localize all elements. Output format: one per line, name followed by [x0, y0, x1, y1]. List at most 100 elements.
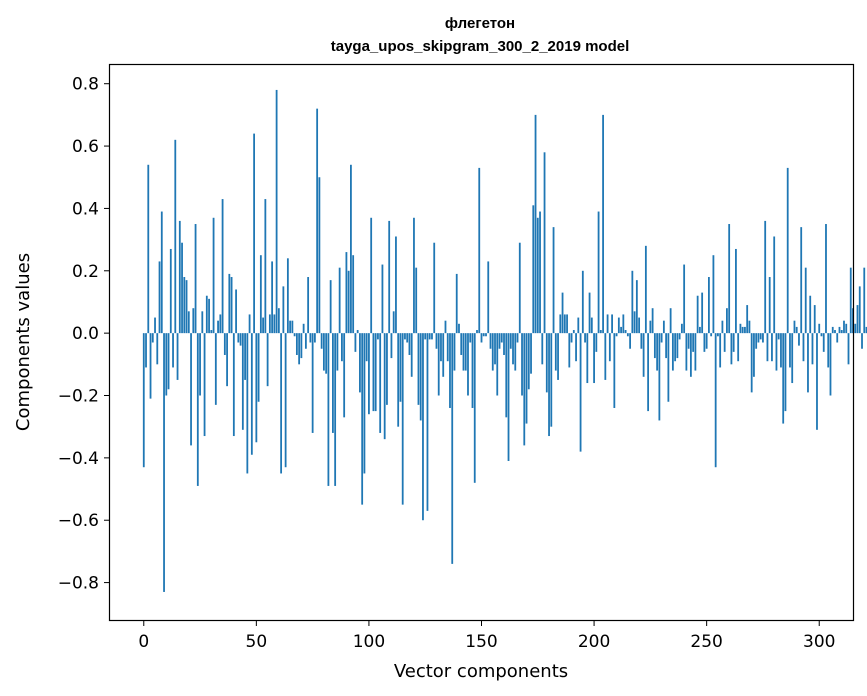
bar-243 [689, 333, 692, 377]
bar-4 [151, 333, 154, 343]
bar-45 [244, 333, 246, 380]
bar-142 [462, 333, 465, 371]
bar-259 [726, 308, 728, 334]
bar-320 [863, 267, 866, 334]
bar-75 [311, 333, 314, 433]
bar-175 [536, 217, 539, 334]
bar-144 [467, 333, 469, 396]
bar-122 [417, 333, 420, 405]
bar-312 [845, 323, 848, 334]
bar-120 [413, 217, 415, 334]
bar-241 [685, 333, 688, 371]
bar-73 [307, 277, 310, 334]
bar-3 [149, 333, 152, 399]
bar-264 [737, 333, 740, 362]
bar-88 [341, 333, 343, 362]
bar-185 [559, 314, 562, 334]
bar-272 [755, 333, 758, 349]
bar-58 [273, 314, 276, 334]
bar-181 [550, 333, 553, 427]
bar-22 [192, 308, 195, 334]
bar-23 [194, 224, 197, 334]
bar-117 [406, 333, 409, 343]
chart-title-line-2: tayga_upos_skipgram_300_2_2019 model [331, 38, 630, 55]
bar-86 [336, 333, 339, 371]
bar-51 [257, 333, 260, 402]
bar-179 [545, 333, 548, 393]
bar-146 [471, 333, 474, 408]
bar-191 [572, 330, 575, 334]
bar-269 [748, 320, 751, 334]
bar-19 [185, 280, 188, 334]
bar-270 [750, 333, 753, 393]
bar-244 [692, 333, 695, 352]
bar-164 [512, 333, 514, 365]
y-tick-label: 0.2 [72, 262, 99, 282]
bar-21 [190, 333, 192, 446]
bar-12 [169, 248, 172, 334]
y-tick-label: −0.8 [58, 574, 99, 594]
bar-196 [584, 333, 586, 343]
bar-201 [595, 333, 598, 352]
bar-69 [298, 333, 301, 365]
bar-266 [741, 326, 744, 334]
bar-92 [350, 164, 352, 334]
bar-284 [782, 333, 785, 424]
bars-group [142, 89, 867, 592]
bar-46 [246, 333, 249, 474]
bar-67 [293, 333, 296, 337]
bar-111 [392, 311, 395, 334]
x-tick-label: 50 [246, 632, 268, 652]
bar-303 [825, 224, 827, 334]
bar-76 [313, 333, 316, 343]
bar-229 [658, 333, 661, 421]
bar-186 [561, 292, 564, 334]
bar-31 [212, 217, 215, 334]
bar-275 [762, 333, 764, 343]
bar-240 [683, 264, 686, 334]
bar-155 [491, 333, 494, 371]
bar-165 [514, 333, 517, 371]
bar-195 [581, 270, 584, 334]
bar-273 [757, 333, 760, 343]
bar-20 [187, 311, 190, 334]
bar-56 [268, 314, 271, 334]
bar-265 [739, 323, 742, 334]
bar-104 [377, 333, 379, 340]
bar-193 [577, 317, 580, 334]
bar-93 [352, 255, 355, 334]
bar-258 [723, 333, 726, 352]
bar-212 [620, 326, 622, 334]
bar-133 [442, 333, 445, 377]
bar-225 [649, 320, 652, 334]
bar-68 [295, 333, 298, 355]
bar-153 [487, 261, 490, 334]
x-tick-label: 150 [465, 632, 497, 652]
bar-33 [217, 320, 219, 334]
bar-91 [347, 270, 350, 334]
chart-title-line-1: флегетон [445, 15, 515, 32]
bar-16 [178, 220, 181, 334]
bar-203 [599, 330, 602, 334]
bar-309 [838, 326, 841, 334]
bar-188 [566, 314, 568, 334]
bar-55 [266, 333, 269, 387]
bar-167 [518, 242, 521, 334]
bar-53 [262, 317, 264, 334]
bar-246 [696, 295, 699, 334]
bar-60 [277, 308, 280, 334]
bar-160 [503, 333, 505, 355]
bar-218 [633, 311, 636, 334]
bar-261 [730, 333, 733, 365]
bar-121 [415, 267, 418, 334]
bar-184 [557, 333, 559, 380]
bar-213 [622, 314, 625, 334]
bar-297 [811, 333, 814, 365]
bar-79 [320, 333, 323, 349]
bar-308 [836, 333, 839, 343]
bar-145 [469, 333, 472, 343]
bar-39 [230, 277, 233, 334]
bar-305 [829, 333, 832, 396]
bar-307 [834, 330, 836, 334]
bar-220 [638, 317, 641, 334]
